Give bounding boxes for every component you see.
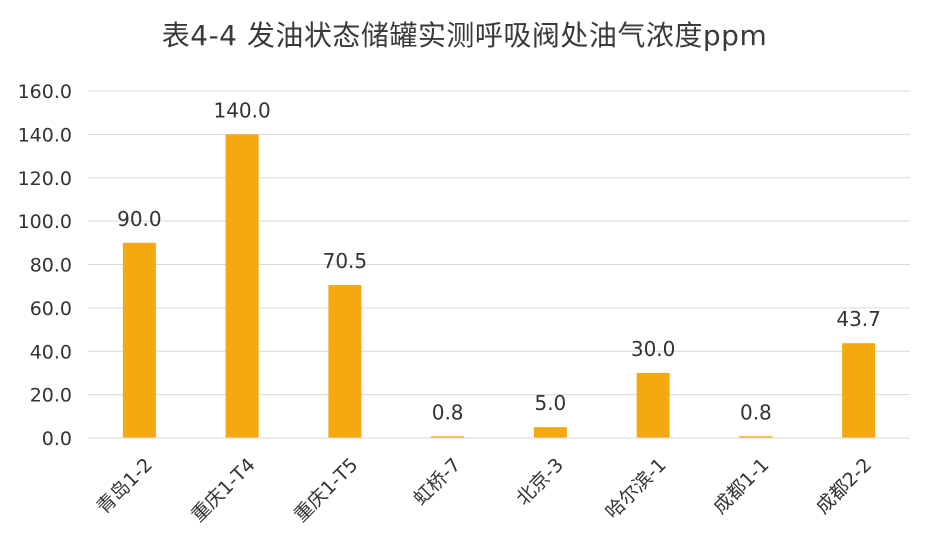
bar bbox=[842, 343, 876, 438]
x-tick-label: 重庆1-T4 bbox=[187, 454, 260, 527]
x-tick-label: 成都1-1 bbox=[709, 454, 773, 518]
chart-title: 表4-4 发油状态储罐实测呼吸阀处油气浓度ppm bbox=[161, 19, 768, 52]
data-label: 0.8 bbox=[432, 400, 464, 424]
y-tick-label: 120.0 bbox=[18, 168, 72, 190]
data-label: 0.8 bbox=[740, 400, 772, 424]
data-label: 70.5 bbox=[323, 249, 368, 273]
data-label: 140.0 bbox=[213, 98, 270, 122]
bar bbox=[225, 134, 259, 438]
x-tick-label: 哈尔滨-1 bbox=[601, 454, 670, 523]
data-label: 30.0 bbox=[631, 337, 676, 361]
y-tick-label: 100.0 bbox=[18, 211, 72, 233]
y-tick-label: 0.0 bbox=[42, 428, 72, 450]
bar bbox=[533, 427, 567, 438]
y-tick-label: 40.0 bbox=[30, 341, 72, 363]
y-tick-label: 80.0 bbox=[30, 255, 72, 277]
data-label: 5.0 bbox=[534, 391, 566, 415]
x-tick-label: 重庆1-T5 bbox=[290, 454, 363, 527]
bar bbox=[636, 372, 670, 438]
y-tick-label: 60.0 bbox=[30, 298, 72, 320]
x-tick-label: 虹桥-7 bbox=[409, 454, 465, 510]
data-label: 43.7 bbox=[836, 307, 881, 331]
bar bbox=[122, 242, 156, 438]
x-tick-label: 成都2-2 bbox=[812, 454, 876, 518]
bar bbox=[739, 436, 773, 438]
bar bbox=[431, 436, 465, 438]
x-tick-label: 青岛1-2 bbox=[93, 454, 157, 518]
y-tick-label: 160.0 bbox=[18, 81, 72, 103]
y-tick-label: 20.0 bbox=[30, 385, 72, 407]
y-tick-label: 140.0 bbox=[18, 124, 72, 146]
data-label: 90.0 bbox=[117, 207, 162, 231]
bar bbox=[328, 285, 362, 438]
x-tick-label: 北京-3 bbox=[512, 454, 568, 510]
